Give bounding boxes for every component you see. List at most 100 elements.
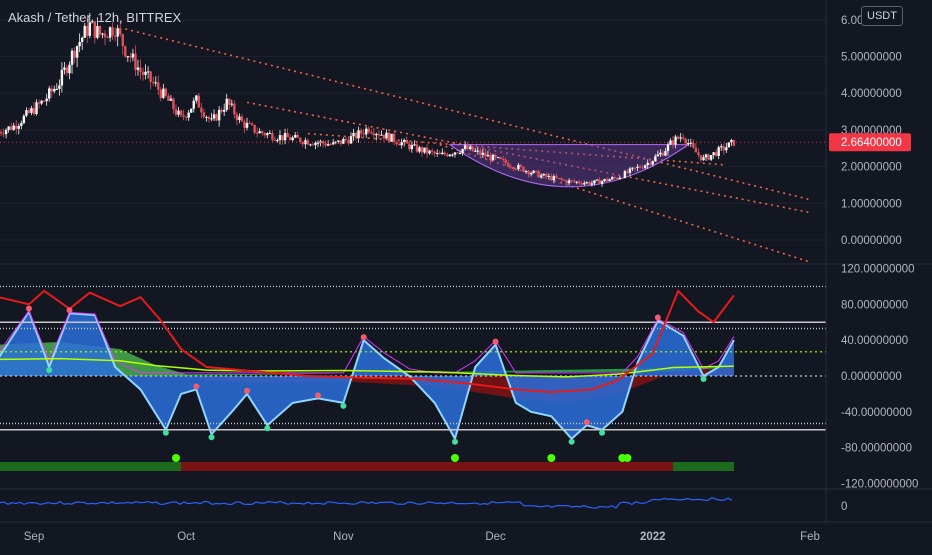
candle-body <box>2 133 5 135</box>
candle-body <box>661 152 665 156</box>
candle-body <box>476 150 479 152</box>
candle-body <box>240 116 244 122</box>
candle-body <box>7 126 10 130</box>
candle-body <box>590 183 594 185</box>
candle-body <box>205 116 208 118</box>
candle-body <box>151 81 155 83</box>
candle-body <box>585 182 589 184</box>
candle-body <box>461 148 464 154</box>
candle-body <box>220 109 223 112</box>
candle-body <box>235 114 239 121</box>
last-price-tag <box>829 133 911 152</box>
candle-body <box>390 133 393 142</box>
candle-body <box>42 100 46 102</box>
candle-body <box>316 142 320 144</box>
candle-body <box>560 178 563 180</box>
candle-body <box>562 179 566 181</box>
trendline <box>125 28 811 201</box>
candle-body <box>37 102 41 104</box>
candle-body <box>484 152 487 157</box>
candle-body <box>410 144 414 150</box>
candle-body <box>413 144 416 146</box>
candle-body <box>669 140 672 145</box>
candle-body <box>714 152 718 156</box>
candle-body <box>195 95 198 101</box>
candle-body <box>301 142 305 145</box>
candle-body <box>304 140 307 145</box>
bottom-indicator-line <box>0 496 733 509</box>
candle-body <box>727 142 731 148</box>
wave-area <box>0 311 734 439</box>
osc-tick-label: 40.00000000 <box>841 335 908 347</box>
candle-body <box>651 161 654 165</box>
candle-body <box>326 144 330 146</box>
candle-body <box>149 71 152 82</box>
trough-dot <box>208 434 215 441</box>
candle-body <box>631 167 634 169</box>
candle-body <box>352 132 355 137</box>
candle-body <box>121 34 124 47</box>
osc-tick-label: -120.00000000 <box>841 479 918 491</box>
candle-body <box>4 129 8 135</box>
candle-body <box>182 115 185 117</box>
candle-body <box>403 139 406 143</box>
candle-body <box>453 152 457 155</box>
candle-body <box>222 109 226 112</box>
peak-dot <box>193 383 200 390</box>
candle-body <box>468 146 472 150</box>
peak-dot <box>583 419 590 426</box>
candle-body <box>405 139 408 144</box>
candle-body <box>238 116 241 121</box>
candle-body <box>649 162 652 165</box>
candle-body <box>245 123 249 128</box>
candle-body <box>131 53 135 58</box>
signal-dot <box>547 454 556 462</box>
candle-body <box>514 169 518 171</box>
candle-body <box>342 138 345 144</box>
candle-body <box>91 21 94 23</box>
candle-body <box>190 108 193 113</box>
candle-body <box>430 150 434 152</box>
osc-tick-label: -40.00000000 <box>841 407 912 419</box>
trough-dot <box>599 429 606 436</box>
candle-body <box>613 177 616 179</box>
candle-body <box>228 98 231 105</box>
candle-body <box>266 133 269 136</box>
candle-body <box>684 138 687 144</box>
price-tick-label: 5.00000000 <box>841 52 902 64</box>
candle-body <box>565 180 568 184</box>
candle-body <box>83 25 86 38</box>
candle-body <box>456 152 459 154</box>
candle-body <box>354 132 358 139</box>
candle-body <box>119 28 122 35</box>
candle-body <box>499 157 502 159</box>
candle-body <box>689 142 693 144</box>
peak-dot <box>25 305 32 312</box>
candle-body <box>479 150 482 155</box>
candle-body <box>633 167 637 169</box>
time-tick-label: Nov <box>333 531 354 543</box>
candle-body <box>299 137 302 143</box>
trough-dot <box>568 438 575 445</box>
candle-body <box>730 139 733 143</box>
candle-body <box>496 157 500 159</box>
candle-body <box>255 132 259 134</box>
candle-body <box>334 141 337 143</box>
candle-body <box>687 142 690 144</box>
price-tick-label: 0.00000000 <box>841 235 902 247</box>
candle-body <box>392 133 396 142</box>
candle-body <box>172 98 175 110</box>
candle-body <box>732 139 736 146</box>
candle-body <box>707 154 710 160</box>
candle-body <box>423 147 426 153</box>
candle-body <box>362 133 365 135</box>
candle-body <box>96 26 99 38</box>
candle-body <box>291 137 294 141</box>
currency-selector[interactable]: USDT <box>861 6 903 26</box>
trough-dot <box>162 429 169 436</box>
candle-body <box>55 88 59 90</box>
candle-body <box>106 37 109 39</box>
magenta-line <box>0 309 735 374</box>
candle-body <box>387 132 391 142</box>
candle-body <box>425 147 429 154</box>
